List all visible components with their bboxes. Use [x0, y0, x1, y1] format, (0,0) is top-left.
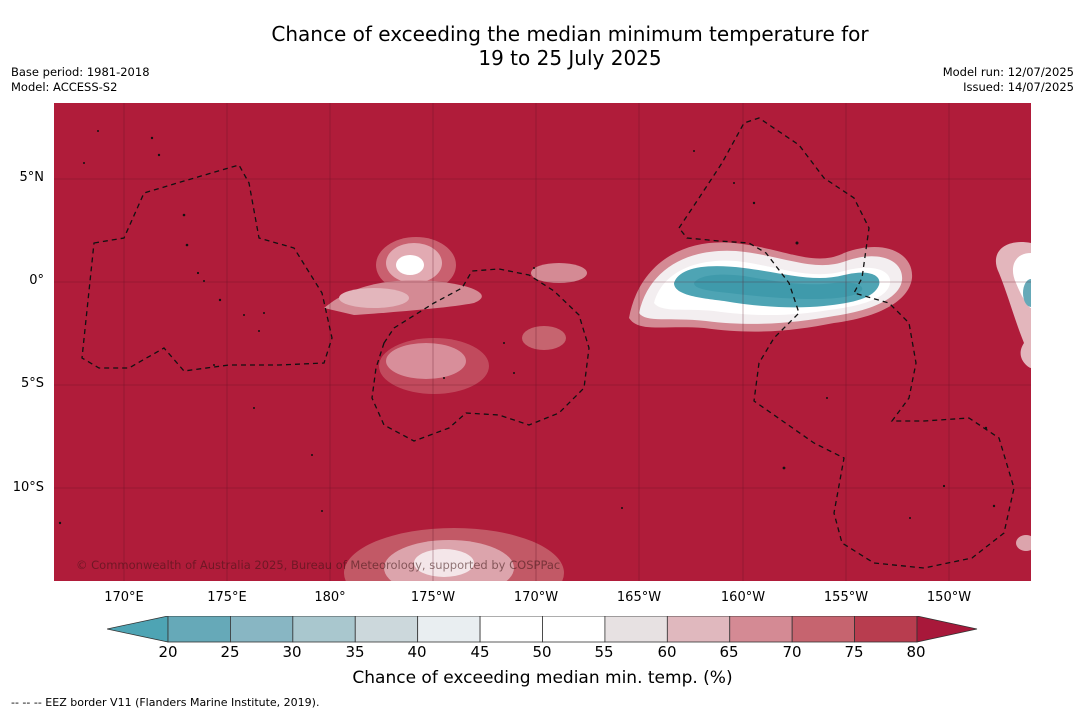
- colorbar-tick-40: 40: [407, 643, 427, 661]
- colorbar-segment: [542, 616, 606, 643]
- model-name: Model: ACCESS-S2: [11, 80, 118, 94]
- colorbar-segment: [791, 616, 855, 643]
- colorbar-under-arrow: [107, 616, 169, 643]
- colorbar-segment: [479, 616, 543, 643]
- title-line-2: 19 to 25 July 2025: [478, 46, 662, 70]
- colorbar: [107, 616, 978, 643]
- eez-borders: [81, 117, 1015, 569]
- base-period: Base period: 1981-2018: [11, 65, 150, 79]
- colorbar-over-arrow: [916, 616, 978, 643]
- colorbar-tick-70: 70: [782, 643, 802, 661]
- lon-label-170w: 170°W: [513, 590, 559, 605]
- lon-label-165w: 165°W: [616, 590, 662, 605]
- map-panel: © Commonwealth of Australia 2025, Bureau…: [54, 103, 1031, 581]
- title-line-1: Chance of exceeding the median minimum t…: [271, 22, 869, 46]
- model-run: Model run: 12/07/2025: [942, 65, 1074, 79]
- colorbar-tick-50: 50: [532, 643, 552, 661]
- colorbar-tick-75: 75: [844, 643, 864, 661]
- meta-left: Base period: 1981-2018 Model: ACCESS-S2: [11, 65, 150, 95]
- copyright-notice: © Commonwealth of Australia 2025, Bureau…: [76, 558, 561, 572]
- lat-label-5n: 5°N: [19, 170, 45, 185]
- chart-title: Chance of exceeding the median minimum t…: [0, 22, 1085, 70]
- meta-right: Model run: 12/07/2025 Issued: 14/07/2025: [943, 65, 1074, 95]
- colorbar-tick-30: 30: [282, 643, 302, 661]
- colorbar-tick-60: 60: [657, 643, 677, 661]
- colorbar-segment: [854, 616, 918, 643]
- lon-label-180: 180°: [314, 590, 346, 605]
- map-svg: [54, 103, 1031, 581]
- colorbar-segment: [230, 616, 294, 643]
- lon-label-160w: 160°W: [720, 590, 766, 605]
- lon-label-170e: 170°E: [104, 590, 144, 605]
- colorbar-tick-45: 45: [470, 643, 490, 661]
- anomaly-contours: [324, 237, 1031, 581]
- colorbar-segment: [604, 616, 668, 643]
- colorbar-segment: [354, 616, 419, 643]
- colorbar-tick-65: 65: [719, 643, 739, 661]
- colorbar-tick-20: 20: [158, 643, 178, 661]
- colorbar-segment: [292, 616, 356, 643]
- lat-label-5s: 5°S: [20, 376, 44, 391]
- colorbar-tick-80: 80: [906, 643, 926, 661]
- lat-label-10s: 10°S: [12, 480, 44, 495]
- colorbar-segment: [167, 616, 231, 643]
- colorbar-tick-25: 25: [220, 643, 240, 661]
- colorbar-segment: [729, 616, 793, 643]
- colorbar-tick-35: 35: [345, 643, 365, 661]
- colorbar-segment: [417, 616, 481, 643]
- lon-label-175w: 175°W: [410, 590, 456, 605]
- issued-date: Issued: 14/07/2025: [963, 80, 1074, 94]
- colorbar-label: Chance of exceeding median min. temp. (%…: [352, 668, 733, 688]
- eez-footnote: -- -- -- EEZ border V11 (Flanders Marine…: [11, 696, 320, 709]
- lat-label-0: 0°: [29, 273, 44, 288]
- colorbar-tick-55: 55: [594, 643, 614, 661]
- lon-label-175e: 175°E: [207, 590, 247, 605]
- gridlines: [54, 103, 1031, 581]
- islands: [58, 130, 996, 525]
- colorbar-segment: [666, 616, 731, 643]
- lon-label-150w: 150°W: [926, 590, 972, 605]
- lon-label-155w: 155°W: [823, 590, 869, 605]
- colorbar-segments: [167, 616, 918, 643]
